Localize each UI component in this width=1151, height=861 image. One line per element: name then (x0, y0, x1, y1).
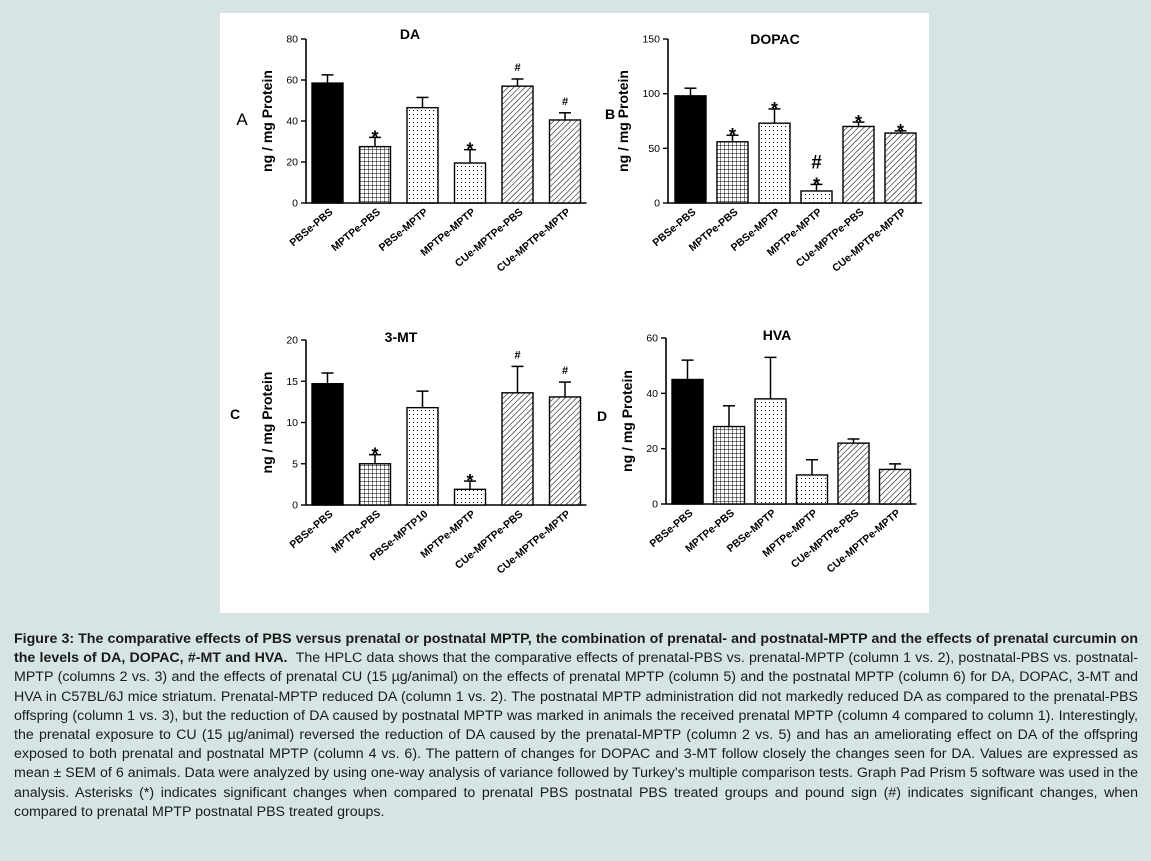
chart-0-y-tick-label: 0 (292, 198, 298, 210)
chart-3-title: HVA (763, 327, 792, 343)
chart-0-y-tick-label: 80 (286, 34, 298, 46)
chart-3-y-tick-label: 20 (646, 443, 658, 455)
chart-0-bar (501, 85, 534, 204)
chart-0-category-label: MPTPe-PBS (329, 206, 383, 254)
chart-3-category-label: CUe-MPTPe-MPTP (825, 507, 903, 575)
chart-1-category-label: CUe-MPTPe-MPTP (830, 206, 908, 274)
chart-2-y-axis-label: ng / mg Protein (259, 372, 275, 474)
chart-3-bar (671, 378, 704, 505)
chart-2-bar (548, 396, 582, 506)
chart-2-significance-marker: * (371, 445, 378, 465)
chart-2-significance-marker: # (562, 365, 568, 377)
chart-2-y-tick-label: 20 (286, 335, 298, 347)
chart-0-y-axis-label: ng / mg Protein (259, 70, 275, 172)
chart-3-y-tick-label: 0 (652, 499, 658, 511)
chart-3-y-tick-label: 60 (646, 333, 658, 345)
chart-3-y-axis-label: ng / mg Protein (619, 370, 635, 472)
chart-3-bar (754, 398, 787, 505)
chart-2-bar (311, 383, 344, 506)
chart-1-y-axis-label: ng / mg Protein (615, 70, 631, 172)
chart-2-title: 3-MT (385, 329, 418, 345)
chart-2-panel-letter: C (230, 406, 240, 422)
chart-0-y-tick-label: 20 (286, 157, 298, 169)
chart-0-significance-marker: # (562, 96, 568, 108)
chart-2-bar (501, 392, 534, 506)
chart-2-bar (358, 463, 392, 506)
chart-1-y-tick-label: 100 (642, 88, 660, 100)
chart-2-bar (406, 406, 439, 506)
chart-2-significance-marker: # (514, 349, 520, 361)
chart-1-bar (716, 141, 749, 204)
figure-caption: Figure 3: The comparative effects of PBS… (14, 630, 1138, 822)
chart-2-y-tick-label: 10 (286, 417, 298, 429)
chart-0-category-label: PBSe-PBS (287, 206, 335, 249)
chart-0-bar (406, 106, 439, 204)
caption-body: The HPLC data shows that the comparative… (14, 650, 1138, 820)
chart-1-y-tick-label: 50 (648, 143, 660, 155)
chart-3-bar (837, 442, 870, 505)
chart-1-panel-letter: B (605, 106, 615, 122)
chart-0-bar (358, 145, 392, 204)
chart-1-y-tick-label: 150 (642, 34, 660, 46)
chart-0-significance-marker: * (371, 127, 378, 147)
chart-1-bar (758, 122, 791, 204)
chart-1-bar (674, 95, 707, 204)
chart-2-y-tick-label: 15 (286, 376, 298, 388)
chart-0-bar (548, 119, 582, 204)
chart-figure: 0 20 40 60 80 ng / mg Protein DA A PBSe-PBS * MPTP… (230, 26, 922, 577)
figure-panel: 0 20 40 60 80 ng / mg Protein DA A PBSe-PBS * MPTP… (220, 13, 929, 613)
chart-1-significance-marker: * (813, 174, 820, 194)
chart-1-significance-marker: * (855, 112, 862, 132)
chart-2-significance-marker: * (466, 471, 473, 491)
chart-0-significance-marker: * (466, 140, 473, 160)
chart-0-bar (453, 162, 487, 204)
chart-0-panel-letter: A (236, 110, 248, 129)
chart-2-category-label: PBSe-PBS (287, 508, 335, 551)
chart-0-y-tick-label: 40 (286, 116, 298, 128)
chart-0-y-tick-label: 60 (286, 75, 298, 87)
chart-3-panel-letter: D (597, 408, 607, 424)
chart-3-bar (795, 474, 829, 505)
chart-1-y-tick-label: 0 (654, 198, 660, 210)
chart-0-title: DA (400, 26, 420, 42)
chart-3-y-tick-label: 40 (646, 388, 658, 400)
chart-3-bar (712, 425, 746, 505)
chart-1-significance-marker-extra: # (811, 152, 822, 173)
chart-2-y-tick-label: 0 (292, 500, 298, 512)
chart-1-bar (842, 125, 875, 204)
chart-0-bar (311, 82, 344, 204)
chart-3-bar (878, 468, 912, 505)
chart-1-significance-marker: * (897, 121, 904, 141)
chart-2-y-tick-label: 5 (292, 458, 298, 470)
chart-1-bar (884, 132, 917, 204)
chart-0-significance-marker: # (514, 62, 520, 74)
chart-1-title: DOPAC (750, 31, 800, 47)
chart-1-significance-marker: * (771, 99, 778, 119)
chart-2-bar (453, 488, 487, 506)
chart-1-significance-marker: * (729, 125, 736, 145)
caption-title: Figure 3: The comparative effects of PBS… (14, 631, 1138, 667)
